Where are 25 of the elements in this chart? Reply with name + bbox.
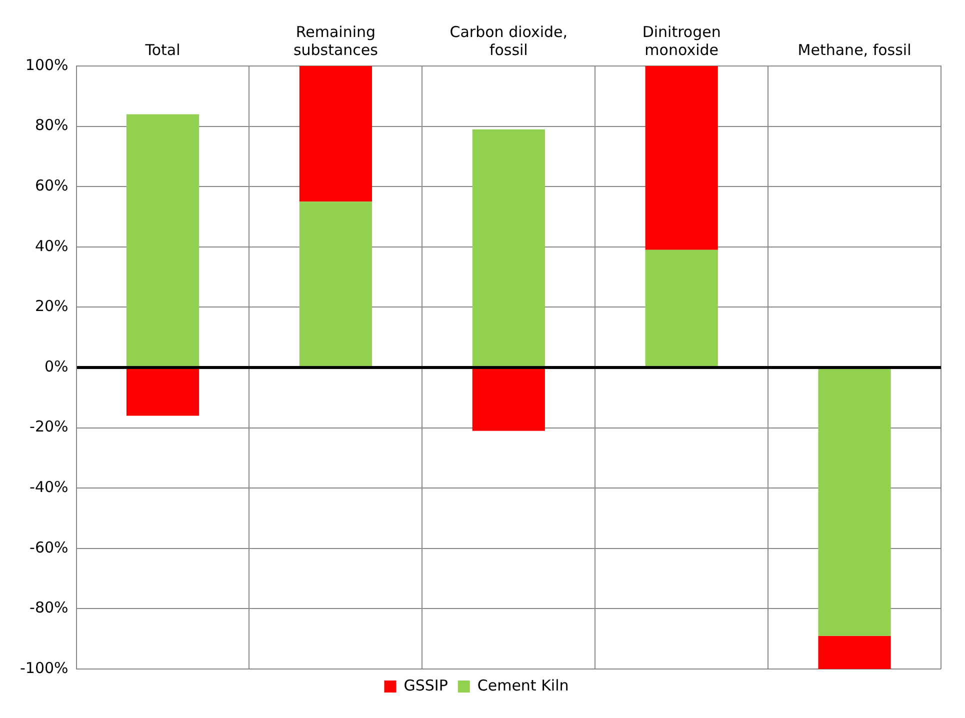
y-tick-label: 100% [25, 56, 68, 74]
x-tick-label: Dinitrogen monoxide [642, 22, 721, 59]
y-tick-label: 20% [34, 297, 68, 316]
y-tick-label: -20% [30, 418, 68, 436]
x-tick-label: Remaining substances [293, 22, 378, 59]
bar [126, 114, 200, 366]
x-tick-label: Total [144, 40, 180, 59]
y-tick-label: -100% [20, 658, 68, 677]
bar [299, 66, 372, 202]
x-tick-label: Methane, fossil [798, 40, 912, 59]
bar [472, 129, 545, 366]
legend-label: GSSIP [404, 676, 448, 694]
legend-label: Cement Kiln [477, 676, 569, 694]
y-tick-label: -60% [30, 538, 68, 556]
y-tick-label: -80% [30, 598, 68, 617]
x-tick-label: Carbon dioxide, fossil [450, 22, 568, 59]
y-tick-label: 60% [34, 176, 68, 194]
bar [645, 250, 718, 366]
bar [818, 636, 891, 669]
bar [299, 202, 372, 366]
y-tick-label: -40% [30, 478, 68, 496]
y-tick-label: 80% [34, 116, 68, 134]
y-tick-label: 40% [34, 236, 68, 255]
y-tick-label: 0% [44, 357, 68, 376]
bar [645, 66, 718, 250]
